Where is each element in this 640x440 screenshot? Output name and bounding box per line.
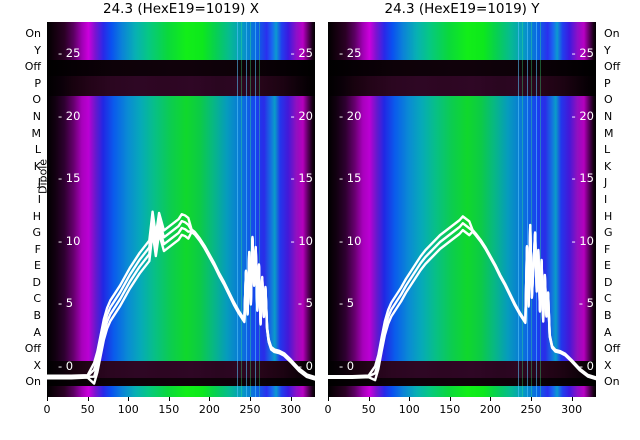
- heatmap-band: [47, 361, 315, 378]
- x-tick-mark: [328, 397, 329, 401]
- heatmap-band: [47, 60, 315, 77]
- category-tick-label: On: [25, 375, 41, 389]
- category-tick-label: P: [604, 76, 611, 90]
- x-tick-label: 100: [398, 403, 420, 416]
- category-tick-label: A: [33, 325, 41, 339]
- category-tick-label: P: [34, 76, 41, 90]
- category-tick-label: C: [33, 292, 41, 306]
- x-tick-label: 150: [439, 403, 461, 416]
- x-tick-label: 250: [520, 403, 542, 416]
- x-tick-mark: [47, 397, 48, 401]
- heatmap-band: [328, 22, 596, 61]
- heatmap-band: [328, 96, 596, 362]
- heatmap-plot-x[interactable]: - 0- 0- 5- 5- 10- 10- 15- 15- 20- 20- 25…: [47, 22, 315, 397]
- category-tick-label: L: [34, 143, 41, 157]
- heatmap-band: [328, 386, 596, 397]
- x-tick-mark: [409, 397, 411, 401]
- x-tick-label: 50: [80, 403, 95, 416]
- category-tick-label: G: [32, 226, 41, 240]
- category-tick-label: Y: [34, 43, 41, 57]
- heatmap-band: [47, 22, 315, 61]
- category-tick-label: N: [604, 109, 613, 123]
- category-tick-label: Off: [604, 342, 621, 356]
- category-tick-label: O: [32, 93, 41, 107]
- x-tick-mark: [128, 397, 130, 401]
- heatmap-band: [47, 96, 315, 362]
- x-tick-label: 100: [117, 403, 139, 416]
- x-tick-mark: [290, 397, 292, 401]
- x-tick-label: 250: [239, 403, 261, 416]
- category-tick-label: B: [604, 309, 612, 323]
- x-tick-mark: [250, 397, 252, 401]
- x-tick-mark: [168, 397, 170, 401]
- x-tick-mark: [87, 397, 89, 401]
- x-tick-label: 150: [158, 403, 180, 416]
- heatmap-band: [328, 76, 596, 97]
- heatmap-plot-y[interactable]: - 0- 0- 5- 5- 10- 10- 15- 15- 20- 20- 25…: [328, 22, 596, 397]
- category-tick-label: M: [604, 126, 614, 140]
- x-tick-mark: [531, 397, 533, 401]
- category-tick-label: On: [604, 375, 620, 389]
- panel-y-title: 24.3 (HexE19=1019) Y: [384, 1, 540, 17]
- x-tick-label: 200: [198, 403, 220, 416]
- category-tick-label: B: [33, 309, 41, 323]
- category-tick-label: X: [604, 358, 612, 372]
- category-tick-label: D: [32, 275, 41, 289]
- x-tick-mark: [490, 397, 492, 401]
- category-tick-label: H: [32, 209, 41, 223]
- category-tick-label: On: [604, 27, 620, 40]
- heatmap-band: [47, 76, 315, 97]
- category-tick-label: F: [34, 242, 41, 256]
- category-tick-label: K: [604, 159, 612, 173]
- category-tick-label: O: [604, 93, 613, 107]
- category-tick-label: M: [31, 126, 42, 140]
- panel-x: 24.3 (HexE19=1019) X - 0- 0- 5- 5- 10- 1…: [47, 1, 315, 397]
- heatmap-band: [328, 361, 596, 378]
- heatmap-band: [47, 386, 315, 397]
- x-axis-right: 0 50 100 150 200 250 300: [324, 397, 596, 437]
- heatmap-band: [328, 377, 596, 387]
- category-tick-label: E: [604, 259, 611, 273]
- category-tick-label: N: [32, 109, 41, 123]
- heatmap-band: [328, 60, 596, 77]
- panel-y: 24.3 (HexE19=1019) Y - 0- 0- 5- 5- 10- 1…: [328, 1, 596, 397]
- category-axis-left: On Y Off P O N M L K J I H G F E D C B A Off X On: [0, 22, 44, 397]
- category-tick-label: H: [604, 209, 613, 223]
- category-tick-label: A: [604, 325, 612, 339]
- category-tick-label: E: [34, 259, 41, 273]
- category-tick-label: I: [37, 192, 41, 206]
- x-tick-label: 300: [280, 403, 302, 416]
- heatmap-band: [47, 377, 315, 387]
- x-tick-label: 300: [561, 403, 583, 416]
- x-tick-mark: [368, 397, 370, 401]
- category-tick-label: Off: [24, 342, 41, 356]
- category-tick-label: I: [604, 192, 608, 206]
- category-tick-label: Off: [24, 60, 41, 74]
- category-tick-label: L: [604, 143, 611, 157]
- x-axis-left: 0 50 100 150 200 250 300: [43, 397, 315, 437]
- x-tick-mark: [209, 397, 211, 401]
- category-tick-label: K: [33, 159, 41, 173]
- x-tick-label: 0: [324, 403, 332, 416]
- x-tick-label: 50: [361, 403, 376, 416]
- panel-x-title: 24.3 (HexE19=1019) X: [102, 1, 259, 17]
- category-tick-label: X: [33, 358, 41, 372]
- x-tick-label: 0: [43, 403, 51, 416]
- x-tick-mark: [449, 397, 451, 401]
- category-tick-label: Y: [604, 43, 611, 57]
- x-tick-mark: [571, 397, 573, 401]
- x-tick-label: 200: [479, 403, 501, 416]
- category-tick-label: D: [604, 275, 613, 289]
- category-tick-label: Off: [604, 60, 621, 74]
- category-tick-label: J: [604, 176, 608, 190]
- category-tick-label: F: [604, 242, 611, 256]
- category-tick-label: J: [37, 176, 41, 190]
- category-tick-label: On: [25, 27, 41, 40]
- category-tick-label: G: [604, 226, 613, 240]
- category-tick-label: C: [604, 292, 612, 306]
- category-axis-right: On Y Off P O N M L K J I H G F E D C B A Off X On: [600, 22, 640, 397]
